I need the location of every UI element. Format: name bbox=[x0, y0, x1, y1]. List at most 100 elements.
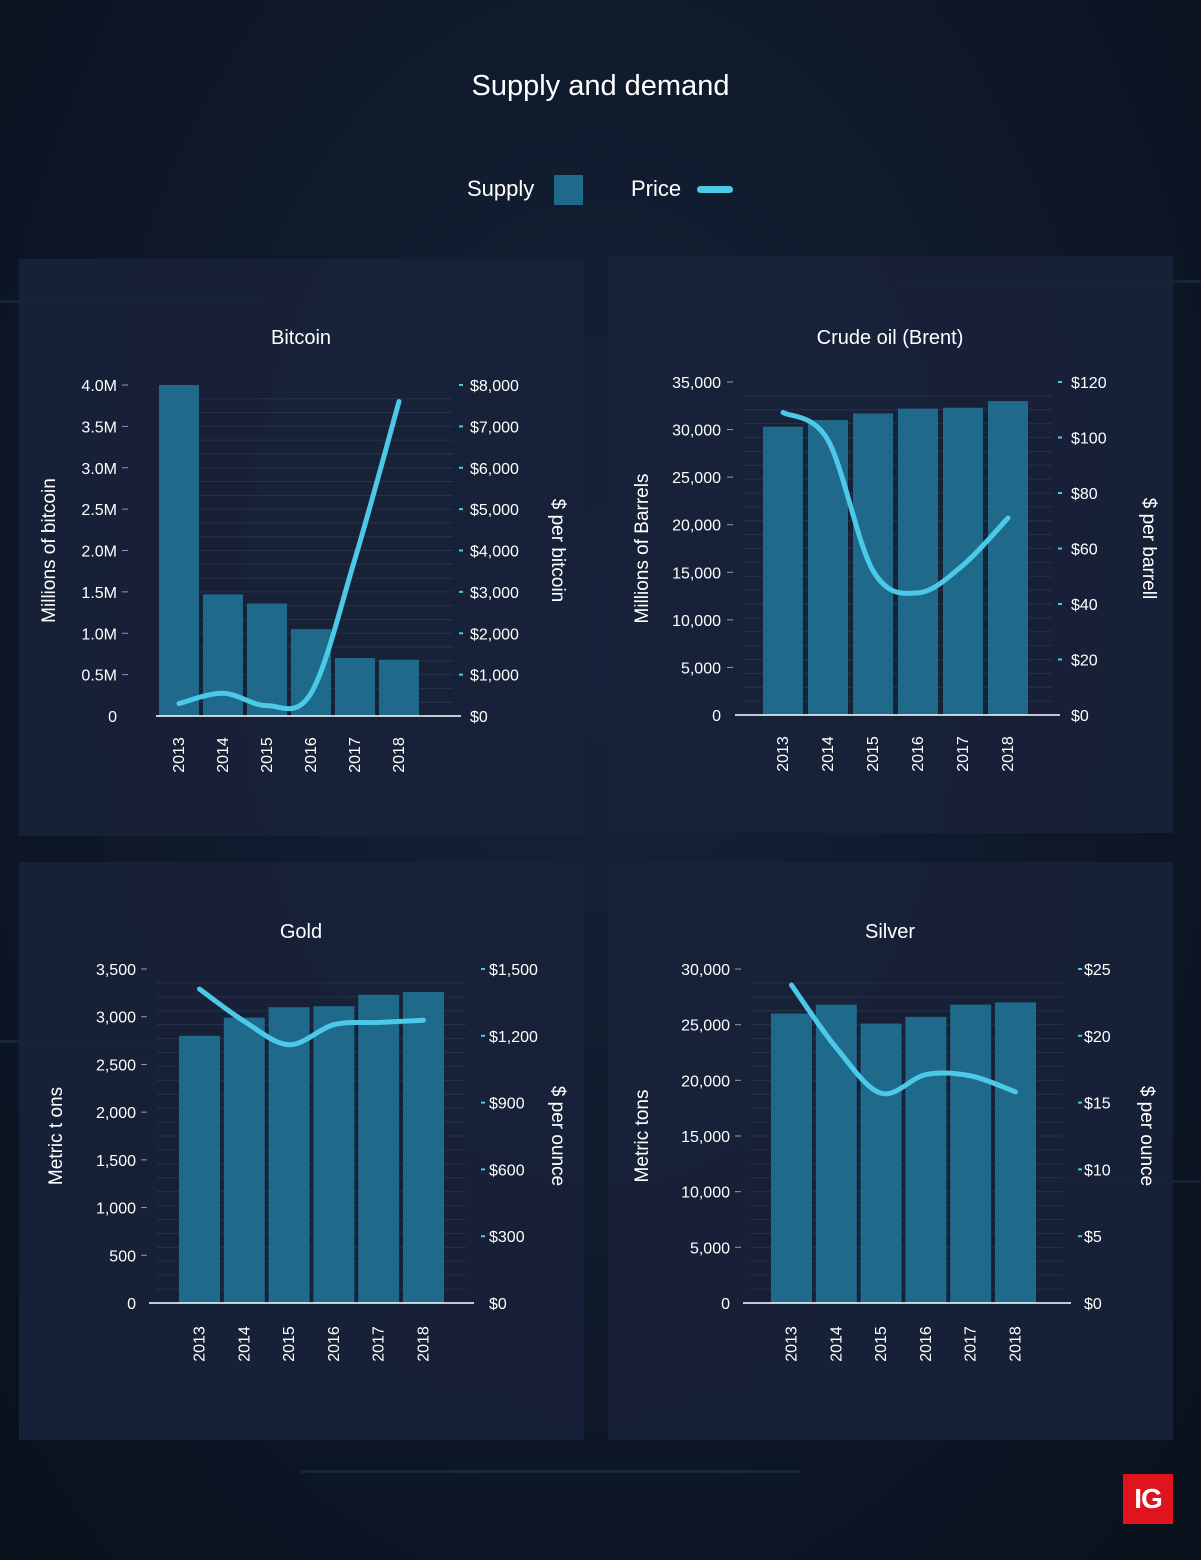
y-left-tick-label: 1.0M bbox=[81, 626, 117, 643]
bitcoin-chart: Bitcoin 0 0.5M 1.0M 1.5M 2.0M 2.5M 3.0M 3.5M 4.0M… bbox=[39, 327, 568, 773]
y-left-tick-label: 5,000 bbox=[681, 660, 721, 677]
legend-supply-swatch bbox=[554, 175, 583, 205]
supply-bar bbox=[403, 991, 444, 1303]
y-left-tick-label: 3.0M bbox=[81, 461, 117, 478]
chart-panel-gold: Gold 0 500 1,000 1,500 2,000 2,500 3,000 3,500 $0… bbox=[19, 862, 584, 1440]
y-left-tick-label: 10,000 bbox=[672, 613, 721, 630]
legend-price-label: Price bbox=[631, 176, 682, 201]
x-tick-label: 2015 bbox=[865, 736, 882, 772]
y-right-tick-label: $4,000 bbox=[470, 544, 519, 561]
y-right-tick-label: $120 bbox=[1071, 375, 1107, 392]
y-left-tick-label: 0 bbox=[712, 708, 721, 725]
supply-bar bbox=[358, 994, 400, 1303]
supply-bar bbox=[898, 408, 938, 715]
x-tick-label: 2015 bbox=[259, 737, 276, 773]
y-right-tick-label: $8,000 bbox=[470, 378, 519, 395]
y-left-tick-label: 1.5M bbox=[81, 585, 117, 602]
y-right-tick-label: $7,000 bbox=[470, 419, 519, 436]
y-left-tick-label: 3,500 bbox=[96, 962, 136, 979]
x-tick-label: 2015 bbox=[873, 1326, 890, 1362]
supply-bar bbox=[950, 1004, 992, 1303]
supply-bar bbox=[995, 1002, 1036, 1303]
y-right-axis-title: $ per ounce bbox=[547, 1086, 568, 1186]
price-line bbox=[789, 982, 1018, 1097]
chart-title: Crude oil (Brent) bbox=[817, 327, 964, 349]
y-right-tick-label: $1,500 bbox=[489, 962, 538, 979]
price-line bbox=[197, 986, 426, 1048]
y-right-tick-label: $10 bbox=[1084, 1162, 1111, 1179]
y-left-tick-label: 2.5M bbox=[81, 502, 117, 519]
supply-bar bbox=[379, 659, 419, 716]
y-right-tick-label: $0 bbox=[1071, 708, 1089, 725]
y-right-tick-label: $0 bbox=[470, 709, 488, 726]
y-right-tick-label: $0 bbox=[489, 1296, 507, 1313]
x-tick-label: 2018 bbox=[391, 737, 408, 773]
x-tick-label: 2014 bbox=[236, 1326, 253, 1362]
y-left-tick-label: 20,000 bbox=[672, 518, 721, 535]
gold-chart: Gold 0 500 1,000 1,500 2,000 2,500 3,000 3,500 $0… bbox=[46, 921, 568, 1362]
y-right-tick-label: $0 bbox=[1084, 1296, 1102, 1313]
y-left-tick-label: 30,000 bbox=[681, 962, 730, 979]
x-tick-label: 2013 bbox=[775, 736, 792, 772]
y-right-tick-label: $5,000 bbox=[470, 502, 519, 519]
y-right-tick-label: $2,000 bbox=[470, 626, 519, 643]
y-right-tick-label: $15 bbox=[1084, 1096, 1111, 1113]
y-right-tick-label: $900 bbox=[489, 1096, 525, 1113]
chart-title: Bitcoin bbox=[271, 327, 331, 349]
y-left-tick-label: 0 bbox=[721, 1296, 730, 1313]
silver-chart: Silver 0 5,000 10,000 15,000 20,000 25,000 30,0… bbox=[632, 921, 1157, 1362]
x-tick-label: 2014 bbox=[820, 736, 837, 772]
price-line bbox=[176, 399, 402, 712]
supply-bar bbox=[771, 1013, 812, 1303]
supply-bar bbox=[335, 658, 375, 716]
supply-bar bbox=[268, 1007, 310, 1303]
y-left-tick-label: 3,000 bbox=[96, 1010, 136, 1027]
y-left-tick-label: 15,000 bbox=[681, 1129, 730, 1146]
x-tick-label: 2018 bbox=[1000, 736, 1017, 772]
y-left-tick-label: 35,000 bbox=[672, 375, 721, 392]
x-tick-label: 2013 bbox=[171, 737, 188, 773]
y-right-tick-label: $40 bbox=[1071, 597, 1098, 614]
y-right-tick-label: $60 bbox=[1071, 542, 1098, 559]
y-left-tick-label: 25,000 bbox=[672, 470, 721, 487]
y-left-tick-label: 20,000 bbox=[681, 1073, 730, 1090]
crude-oil-chart: Crude oil (Brent) 0 5,000 10,000 15,000 20,00… bbox=[632, 327, 1159, 772]
price-line bbox=[780, 410, 1011, 596]
y-left-tick-label: 2,000 bbox=[96, 1105, 136, 1122]
y-right-axis-title: $ per ounce bbox=[1136, 1086, 1157, 1186]
x-tick-label: 2017 bbox=[963, 1326, 980, 1362]
supply-bar bbox=[313, 1006, 355, 1303]
y-right-tick-label: $3,000 bbox=[470, 585, 519, 602]
x-tick-label: 2018 bbox=[1008, 1326, 1025, 1362]
supply-bar bbox=[179, 1035, 220, 1303]
supply-bar bbox=[943, 407, 983, 715]
supply-bar bbox=[159, 385, 199, 716]
supply-bar bbox=[815, 1004, 857, 1303]
x-tick-label: 2014 bbox=[215, 737, 232, 773]
y-right-tick-label: $20 bbox=[1071, 653, 1098, 670]
y-left-axis-title: Millions of bitcoin bbox=[39, 478, 60, 623]
x-tick-label: 2013 bbox=[192, 1326, 209, 1362]
y-right-tick-label: $1,000 bbox=[470, 668, 519, 685]
legend-price-swatch bbox=[697, 186, 733, 193]
y-left-tick-label: 30,000 bbox=[672, 423, 721, 440]
y-right-tick-label: $6,000 bbox=[470, 461, 519, 478]
x-tick-label: 2017 bbox=[371, 1326, 388, 1362]
x-tick-label: 2018 bbox=[416, 1326, 433, 1362]
legend-supply-label: Supply bbox=[467, 176, 535, 201]
y-left-tick-label: 1,000 bbox=[96, 1201, 136, 1218]
x-tick-label: 2016 bbox=[303, 737, 320, 773]
chart-panel-crude-oil: Crude oil (Brent) 0 5,000 10,000 15,000 20,00… bbox=[608, 256, 1173, 833]
y-right-tick-label: $20 bbox=[1084, 1029, 1111, 1046]
y-left-axis-title: Metric tons bbox=[632, 1090, 653, 1183]
y-left-tick-label: 2.0M bbox=[81, 544, 117, 561]
supply-bar bbox=[763, 426, 803, 715]
y-right-tick-label: $1,200 bbox=[489, 1029, 538, 1046]
y-right-tick-label: $300 bbox=[489, 1229, 525, 1246]
x-tick-label: 2016 bbox=[918, 1326, 935, 1362]
y-left-tick-label: 500 bbox=[109, 1248, 136, 1265]
page-title: Supply and demand bbox=[471, 70, 730, 102]
y-left-tick-label: 10,000 bbox=[681, 1185, 730, 1202]
y-left-tick-label: 0 bbox=[127, 1296, 136, 1313]
ig-logo: IG bbox=[1123, 1474, 1173, 1524]
